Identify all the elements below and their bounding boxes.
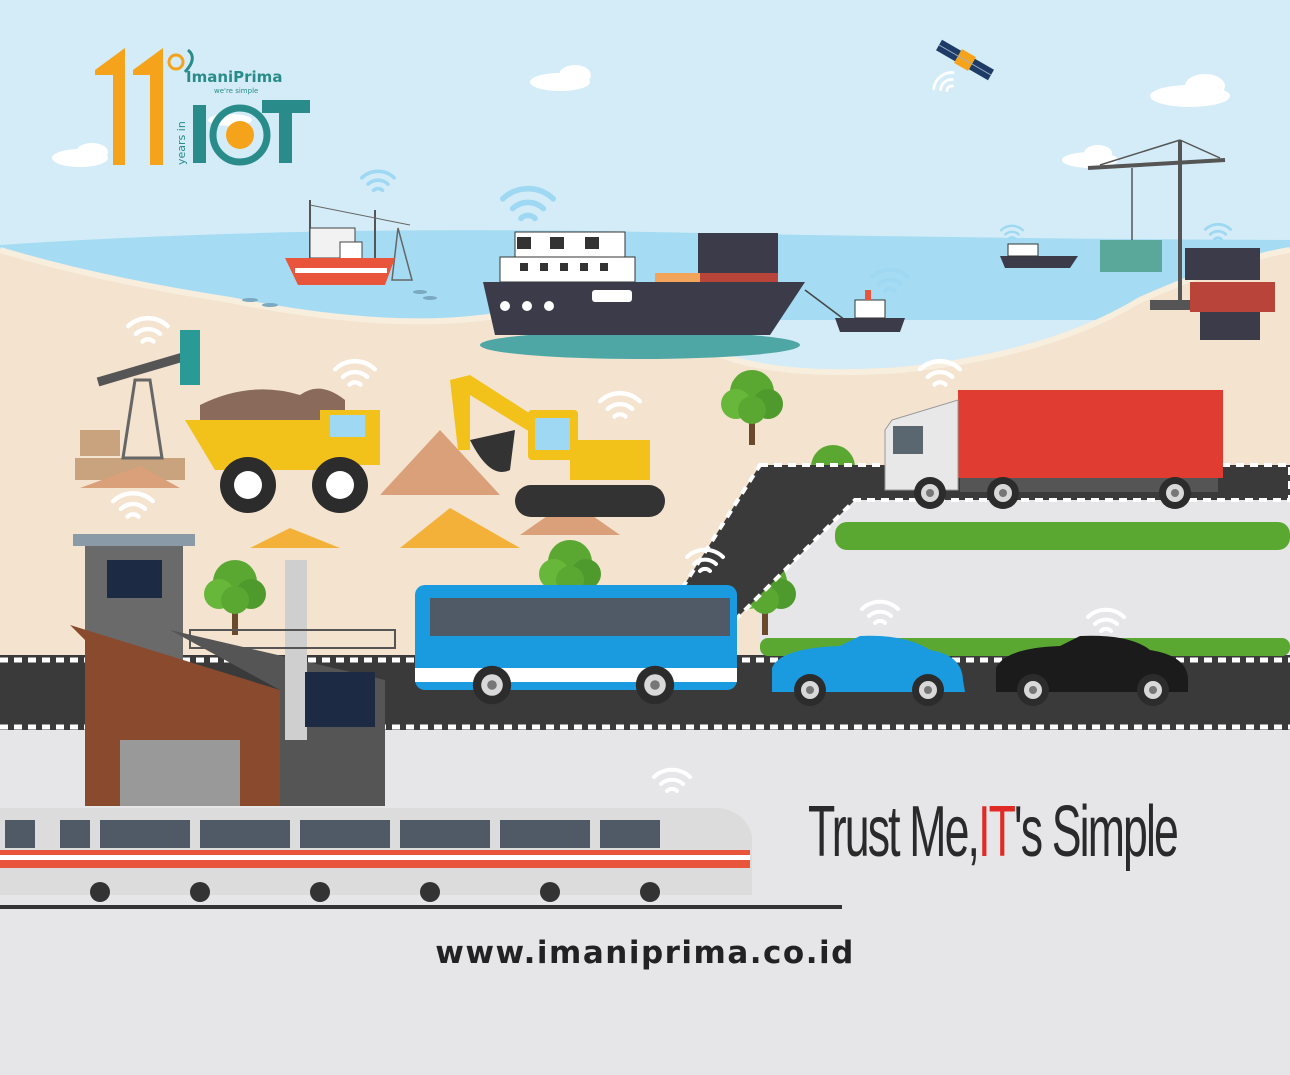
- logo-brand: ImaniPrima: [186, 68, 282, 86]
- slogan-prefix: Trust Me,: [808, 792, 980, 872]
- train: [0, 808, 842, 909]
- slogan-highlight: IT: [978, 792, 1016, 872]
- black-car: [996, 635, 1188, 706]
- factory-building: [70, 534, 396, 806]
- website-link[interactable]: www.imaniprima.co.id: [0, 935, 1290, 971]
- container-truck: [884, 390, 1223, 509]
- fishing-boat: [285, 200, 413, 285]
- website-url[interactable]: www.imaniprima.co.id: [435, 935, 855, 971]
- city-bus: [415, 585, 737, 705]
- oil-pump: [75, 330, 200, 480]
- dump-truck: [185, 388, 380, 513]
- logo-years-label: years in: [175, 121, 188, 165]
- slogan-trust-me: Trust Me, IT's Simple: [808, 778, 1179, 872]
- logo-tagline: we're simple: [214, 87, 258, 95]
- imaniprima-logo: [95, 48, 310, 166]
- port-crane: [1087, 139, 1226, 310]
- ferry: [1000, 243, 1078, 268]
- tugboat: [835, 290, 905, 332]
- excavator: [450, 375, 665, 517]
- blue-car: [772, 635, 965, 706]
- cargo-ship: [480, 231, 846, 359]
- satellite-icon: [936, 39, 994, 81]
- slogan-suffix: 's Simple: [1014, 792, 1179, 872]
